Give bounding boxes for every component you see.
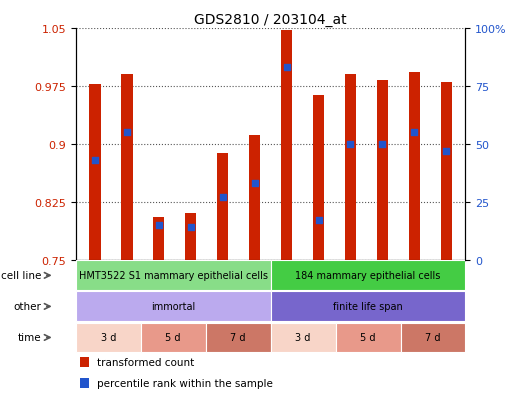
Point — [410, 130, 418, 136]
Text: transformed count: transformed count — [97, 357, 195, 367]
Point — [442, 148, 450, 155]
Text: 3 d: 3 d — [100, 332, 116, 343]
Bar — [153, 218, 164, 260]
Bar — [89, 84, 100, 260]
Bar — [313, 96, 324, 260]
Bar — [271, 261, 465, 291]
Text: 3 d: 3 d — [295, 332, 311, 343]
Bar — [271, 323, 336, 352]
Bar — [441, 83, 452, 260]
Point — [91, 157, 99, 164]
Text: 7 d: 7 d — [425, 332, 441, 343]
Bar — [336, 323, 401, 352]
Point — [155, 222, 163, 229]
Title: GDS2810 / 203104_at: GDS2810 / 203104_at — [195, 12, 347, 26]
Point — [219, 195, 227, 201]
Text: 7 d: 7 d — [231, 332, 246, 343]
Point — [251, 180, 259, 187]
Bar — [76, 292, 271, 321]
Point — [314, 218, 323, 224]
Point — [123, 130, 131, 136]
Text: cell line: cell line — [2, 271, 42, 281]
Bar — [121, 75, 132, 260]
Text: 184 mammary epithelial cells: 184 mammary epithelial cells — [295, 271, 441, 281]
Point — [378, 141, 386, 148]
Bar — [79, 378, 89, 388]
Text: 5 d: 5 d — [360, 332, 376, 343]
Text: HMT3522 S1 mammary epithelial cells: HMT3522 S1 mammary epithelial cells — [79, 271, 268, 281]
Bar — [79, 357, 89, 367]
Bar — [401, 323, 465, 352]
Point — [187, 225, 195, 231]
Text: percentile rank within the sample: percentile rank within the sample — [97, 378, 273, 388]
Text: immortal: immortal — [151, 301, 196, 312]
Point — [282, 65, 291, 71]
Bar — [76, 261, 271, 291]
Text: time: time — [18, 332, 42, 343]
Text: finite life span: finite life span — [333, 301, 403, 312]
Bar — [345, 75, 356, 260]
Bar — [249, 135, 260, 260]
Bar — [141, 323, 206, 352]
Bar — [377, 81, 388, 260]
Bar — [281, 31, 292, 260]
Bar — [206, 323, 271, 352]
Bar — [217, 154, 229, 260]
Bar — [185, 214, 197, 260]
Text: 5 d: 5 d — [165, 332, 181, 343]
Text: other: other — [14, 301, 42, 312]
Bar — [76, 323, 141, 352]
Bar — [409, 73, 420, 260]
Point — [346, 141, 355, 148]
Bar — [271, 292, 465, 321]
